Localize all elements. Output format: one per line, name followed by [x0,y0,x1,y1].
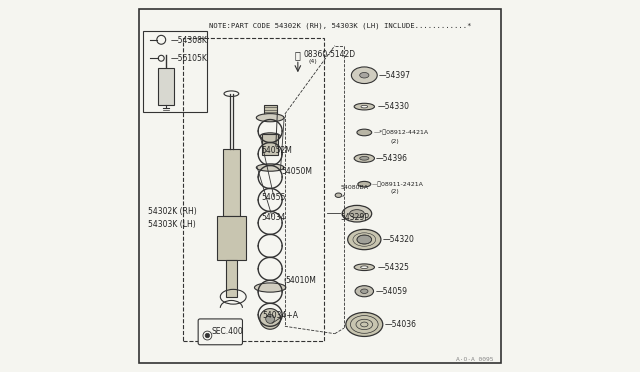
Ellipse shape [357,129,372,136]
Text: 54052M: 54052M [261,147,292,155]
Text: 54303K (LH): 54303K (LH) [148,220,196,229]
Text: —54036: —54036 [385,320,417,329]
Text: —54059: —54059 [376,287,408,296]
Text: 54010M: 54010M [285,276,316,285]
Ellipse shape [256,164,284,171]
Ellipse shape [357,235,372,244]
Circle shape [205,333,210,338]
Ellipse shape [354,103,374,110]
Ellipse shape [361,105,367,108]
Bar [262,134,278,155]
Ellipse shape [348,230,381,250]
Text: Ⓢ: Ⓢ [295,50,301,60]
Text: —54330: —54330 [377,102,409,111]
Text: —54396: —54396 [376,154,408,163]
Bar [216,215,246,260]
Ellipse shape [256,113,284,122]
Ellipse shape [354,264,374,270]
Text: —54325: —54325 [377,263,409,272]
Text: 54034: 54034 [261,213,285,222]
Ellipse shape [335,193,342,198]
Text: —54397: —54397 [379,71,411,80]
Ellipse shape [255,283,286,292]
Ellipse shape [355,286,374,297]
Ellipse shape [342,205,372,222]
Text: A·O·A 0095: A·O·A 0095 [456,357,493,362]
Text: (4): (4) [308,59,317,64]
Bar [264,105,277,114]
Circle shape [266,314,275,323]
Text: SEC.400: SEC.400 [211,327,243,336]
Text: 54329P: 54329P [340,213,369,222]
Bar [143,31,207,112]
Text: 54055: 54055 [261,193,285,202]
Ellipse shape [360,73,369,78]
Text: 54302K (RH): 54302K (RH) [148,207,197,217]
Ellipse shape [351,67,377,84]
Ellipse shape [358,182,371,187]
Text: NOTE:PART CODE 54302K (RH), 54303K (LH) INCLUDE............*: NOTE:PART CODE 54302K (RH), 54303K (LH) … [209,22,472,29]
Bar [226,260,237,297]
Circle shape [260,309,280,329]
Text: —54308K: —54308K [170,36,207,45]
Text: —ⓝ08911-2421A: —ⓝ08911-2421A [372,182,424,187]
Ellipse shape [260,133,280,140]
Bar [184,38,324,341]
Text: —56105K: —56105K [170,54,207,63]
Text: (2): (2) [390,189,399,194]
Bar [223,149,239,215]
FancyBboxPatch shape [198,319,243,345]
Text: 08360-5142D: 08360-5142D [303,51,355,60]
Ellipse shape [346,312,383,336]
Text: —*ⓝ08912-4421A: —*ⓝ08912-4421A [374,130,429,135]
Text: 54034+A: 54034+A [263,311,299,320]
Bar [157,68,174,105]
Ellipse shape [349,210,364,218]
Ellipse shape [360,266,368,269]
Text: —54320: —54320 [383,235,415,244]
Ellipse shape [360,157,369,160]
Ellipse shape [360,289,368,294]
Text: 54050M: 54050M [281,167,312,176]
Text: 54080BA: 54080BA [340,185,368,190]
Ellipse shape [354,154,374,162]
Text: (2): (2) [390,139,399,144]
